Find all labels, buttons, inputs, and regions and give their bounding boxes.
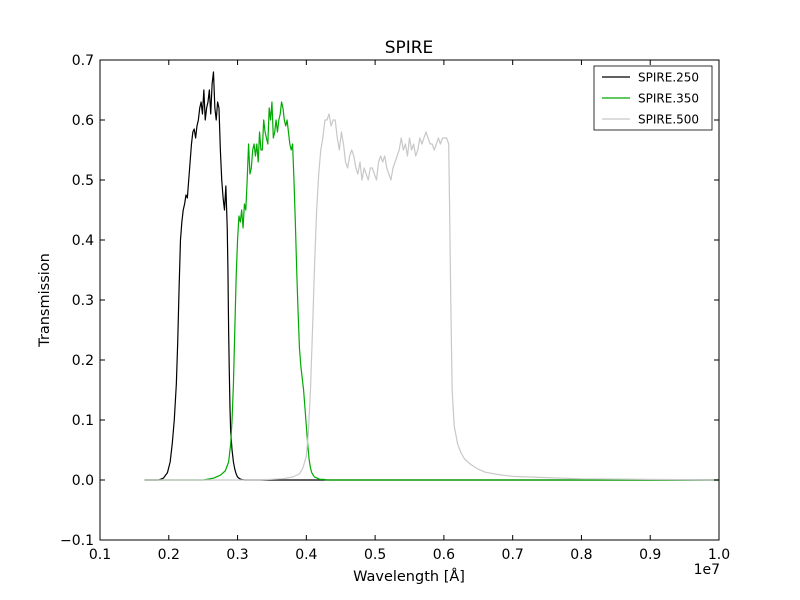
x-tick-label: 0.9 xyxy=(639,547,661,563)
chart-title: SPIRE xyxy=(385,38,434,58)
y-tick-label: 0.2 xyxy=(72,353,94,369)
y-tick-label: 0.4 xyxy=(72,233,94,249)
legend-label: SPIRE.500 xyxy=(638,113,699,127)
x-tick-label: 0.3 xyxy=(226,547,248,563)
y-tick-label: 0.3 xyxy=(72,293,94,309)
x-axis-offset-label: 1e7 xyxy=(694,562,720,578)
x-axis-label: Wavelength [Å] xyxy=(353,568,465,585)
series-line-3 xyxy=(144,113,719,481)
legend: SPIRE.250 SPIRE.350 SPIRE.500 xyxy=(593,65,713,131)
axes: 0.1 0.2 0.3 0.4 0.5 0.6 0.7 0.8 0.9 1.0 −0.1 0.0 0.1… xyxy=(60,53,730,563)
x-tick-label: 0.7 xyxy=(502,547,524,563)
plot-area xyxy=(144,71,719,481)
legend-label: SPIRE.250 xyxy=(638,71,699,85)
x-tick-label: 0.1 xyxy=(89,547,111,563)
series-line-1 xyxy=(144,71,719,481)
series-line-2 xyxy=(144,101,719,481)
x-tick-label: 1.0 xyxy=(708,547,730,563)
legend-label: SPIRE.350 xyxy=(638,92,699,106)
y-tick-label: 0.1 xyxy=(72,413,94,429)
y-tick-label: 0.7 xyxy=(72,53,94,69)
y-tick-label: 0.5 xyxy=(72,173,94,189)
x-tick-label: 0.2 xyxy=(158,547,180,563)
y-tick-label: −0.1 xyxy=(60,533,94,549)
x-tick-label: 0.5 xyxy=(364,547,386,563)
y-tick-label: 0.6 xyxy=(72,113,94,129)
x-tick-label: 0.8 xyxy=(570,547,592,563)
y-axis-label: Transmission xyxy=(37,253,53,348)
y-tick-label: 0.0 xyxy=(72,473,94,489)
x-tick-label: 0.4 xyxy=(295,547,317,563)
x-tick-label: 0.6 xyxy=(433,547,455,563)
